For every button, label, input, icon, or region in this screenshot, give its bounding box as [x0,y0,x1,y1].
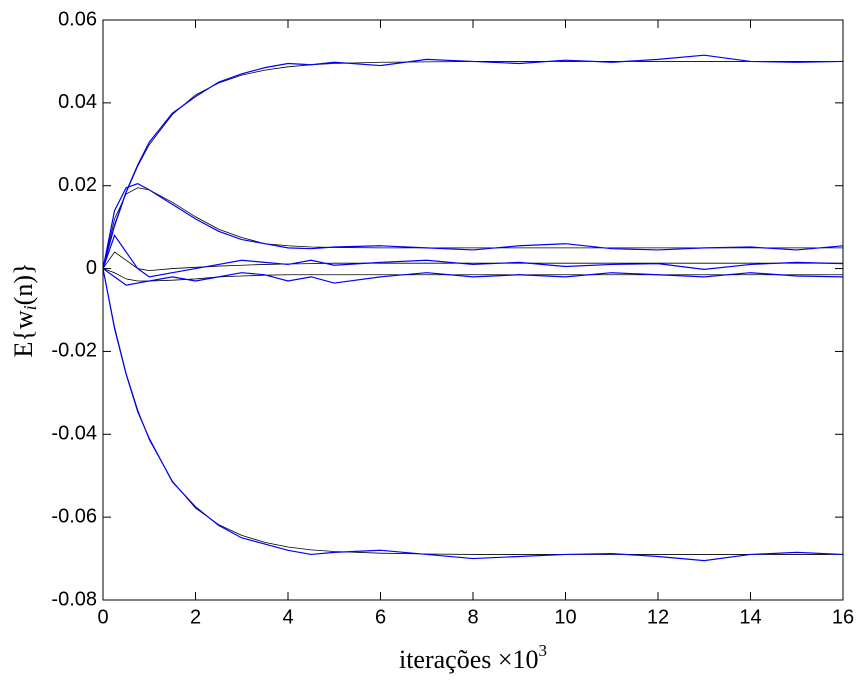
x-label-text: iterações ×10 [399,645,539,674]
y-axis-label: E{wi(n)} [9,263,40,358]
x-tick-label: 0 [97,606,108,628]
x-label-exponent: 3 [539,641,548,660]
y-tick-label: -0.02 [51,340,97,362]
y-tick-label: 0 [86,257,97,279]
axes-box [102,19,844,601]
y-label-text: E{w [9,310,38,357]
y-tick-label: -0.06 [51,505,97,527]
data-line [102,187,843,269]
x-axis-label: iterações ×103 [399,641,547,674]
y-tick-label: 0.06 [58,8,97,30]
data-line [102,54,844,269]
data-line [102,251,843,272]
x-tick-label: 12 [647,606,669,628]
x-tick-label: 8 [467,606,478,628]
x-tick-label: 10 [554,606,576,628]
x-tick-label: 2 [190,606,201,628]
y-label-subscript: i [20,305,40,310]
x-tick-label: 4 [282,606,293,628]
x-tick-label: 14 [739,606,761,628]
y-tick-label: -0.04 [51,423,97,445]
data-line [102,268,844,562]
data-line [102,61,843,269]
y-label-end: (n)} [9,263,38,306]
y-tick-label: -0.08 [51,588,97,610]
y-tick-label: 0.04 [58,91,97,113]
x-tick-label: 6 [375,606,386,628]
data-line [102,234,844,278]
data-line [102,268,844,286]
x-tick-label: 16 [832,606,854,628]
y-tick-label: 0.02 [58,174,97,196]
data-line [102,182,844,269]
